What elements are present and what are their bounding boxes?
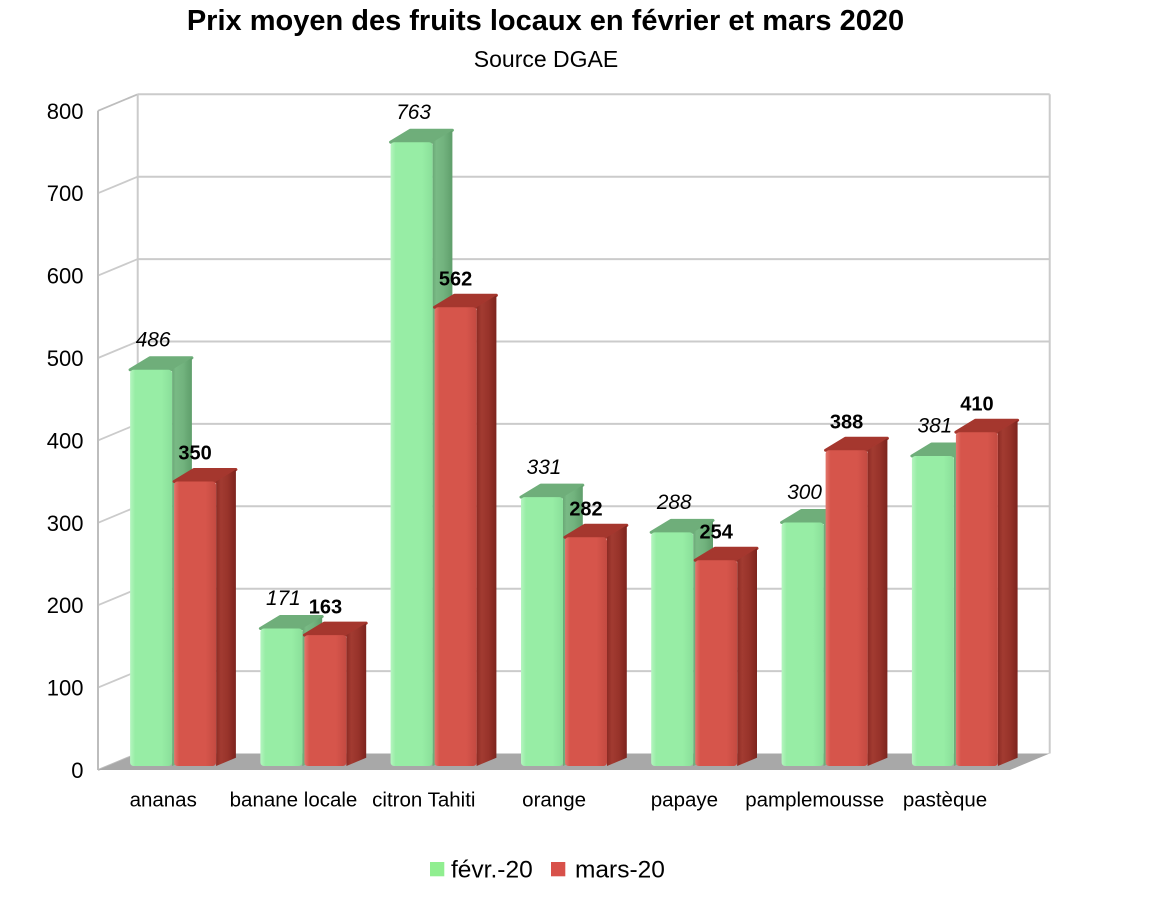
svg-text:ananas: ananas bbox=[130, 789, 197, 812]
svg-text:381: 381 bbox=[918, 415, 953, 438]
svg-text:763: 763 bbox=[396, 101, 431, 124]
svg-text:500: 500 bbox=[47, 346, 84, 371]
svg-text:331: 331 bbox=[527, 456, 562, 479]
svg-text:200: 200 bbox=[47, 593, 84, 618]
svg-text:800: 800 bbox=[47, 99, 84, 124]
svg-text:700: 700 bbox=[47, 181, 84, 206]
svg-text:banane locale: banane locale bbox=[230, 789, 358, 812]
svg-text:254: 254 bbox=[700, 522, 734, 544]
svg-text:600: 600 bbox=[47, 264, 84, 289]
svg-text:orange: orange bbox=[522, 789, 586, 812]
svg-text:486: 486 bbox=[136, 329, 171, 352]
svg-text:163: 163 bbox=[309, 596, 342, 618]
svg-text:citron Tahiti: citron Tahiti bbox=[372, 789, 475, 812]
svg-text:100: 100 bbox=[47, 676, 84, 701]
svg-text:Prix moyen des fruits locaux e: Prix moyen des fruits locaux en février … bbox=[187, 5, 904, 37]
svg-text:Source DGAE: Source DGAE bbox=[474, 46, 618, 72]
svg-text:pastèque: pastèque bbox=[903, 789, 987, 812]
svg-text:0: 0 bbox=[71, 758, 83, 783]
svg-text:388: 388 bbox=[830, 412, 863, 434]
svg-text:288: 288 bbox=[656, 491, 692, 514]
svg-text:300: 300 bbox=[787, 481, 822, 504]
svg-text:171: 171 bbox=[266, 587, 301, 610]
svg-text:févr.-20: févr.-20 bbox=[451, 857, 533, 884]
svg-text:282: 282 bbox=[569, 499, 602, 521]
svg-text:mars-20: mars-20 bbox=[575, 857, 665, 884]
svg-text:562: 562 bbox=[439, 269, 472, 291]
svg-text:papaye: papaye bbox=[651, 789, 718, 812]
svg-text:350: 350 bbox=[178, 443, 211, 465]
svg-text:410: 410 bbox=[960, 393, 993, 415]
svg-text:300: 300 bbox=[47, 511, 84, 536]
svg-text:400: 400 bbox=[47, 428, 84, 453]
svg-text:pamplemousse: pamplemousse bbox=[745, 789, 884, 812]
